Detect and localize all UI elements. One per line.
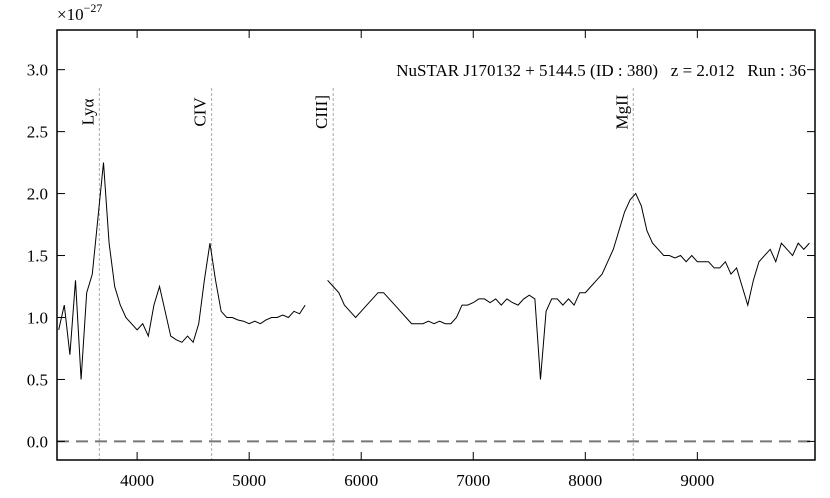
offset-exponent: −27 bbox=[84, 1, 103, 15]
emission-line-label: MgII bbox=[612, 94, 631, 129]
x-tick-label: 7000 bbox=[456, 471, 490, 490]
emission-line-label: CIII] bbox=[312, 95, 331, 129]
emission-line-label: CIV bbox=[191, 97, 210, 127]
offset-base: ×10 bbox=[57, 5, 84, 24]
spectrum-line bbox=[58, 162, 810, 380]
chart-title: NuSTAR J170132 + 5144.5 (ID : 380) z = 2… bbox=[396, 61, 806, 80]
y-tick-label: 2.5 bbox=[27, 123, 48, 142]
y-tick-label: 1.5 bbox=[27, 247, 48, 266]
emission-line-label: Lyα bbox=[78, 98, 97, 125]
x-tick-label: 8000 bbox=[568, 471, 602, 490]
y-offset-label: ×10−27 bbox=[57, 1, 102, 24]
plot-frame bbox=[56, 29, 816, 461]
y-tick-label: 2.0 bbox=[27, 185, 48, 204]
y-tick-label: 1.0 bbox=[27, 308, 48, 327]
y-tick-label: 0.0 bbox=[27, 432, 48, 451]
x-tick-label: 5000 bbox=[232, 471, 266, 490]
y-tick-label: 0.5 bbox=[27, 370, 48, 389]
x-tick-label: 4000 bbox=[120, 471, 154, 490]
x-tick-label: 9000 bbox=[680, 471, 714, 490]
x-tick-label: 6000 bbox=[344, 471, 378, 490]
y-tick-label: 3.0 bbox=[27, 61, 48, 80]
